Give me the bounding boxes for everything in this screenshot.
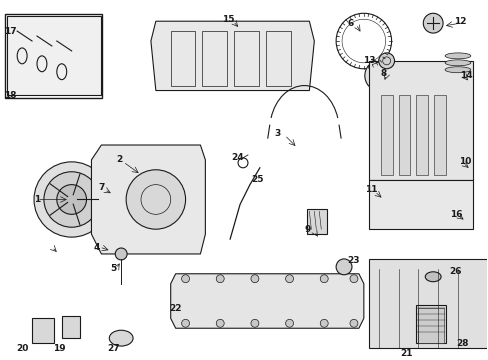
- Bar: [5, 14, 102, 98]
- Text: 20: 20: [16, 343, 28, 352]
- Circle shape: [115, 248, 127, 260]
- Bar: [368, 180, 472, 229]
- Ellipse shape: [425, 272, 440, 282]
- Circle shape: [285, 275, 293, 283]
- Text: 8: 8: [380, 69, 386, 78]
- Circle shape: [126, 170, 185, 229]
- Circle shape: [250, 275, 258, 283]
- Circle shape: [320, 319, 327, 327]
- Circle shape: [181, 319, 189, 327]
- Circle shape: [216, 319, 224, 327]
- Polygon shape: [151, 21, 314, 90]
- Text: 9: 9: [304, 225, 310, 234]
- Text: 1: 1: [34, 195, 40, 204]
- Bar: [170, 31, 195, 86]
- Text: 18: 18: [4, 91, 17, 100]
- Text: 26: 26: [449, 267, 461, 276]
- Ellipse shape: [369, 67, 383, 85]
- Ellipse shape: [444, 53, 470, 59]
- Circle shape: [335, 259, 351, 275]
- Text: 7: 7: [98, 183, 104, 192]
- Circle shape: [34, 162, 109, 237]
- Text: 23: 23: [347, 256, 360, 265]
- Ellipse shape: [364, 62, 388, 90]
- Ellipse shape: [444, 60, 470, 66]
- Text: 2: 2: [116, 156, 122, 165]
- Text: 27: 27: [107, 343, 120, 352]
- Circle shape: [320, 275, 327, 283]
- Bar: [433, 95, 445, 175]
- Text: 12: 12: [453, 17, 465, 26]
- Text: 10: 10: [458, 157, 470, 166]
- Text: 28: 28: [456, 339, 468, 348]
- Bar: [7, 16, 101, 95]
- Circle shape: [44, 172, 99, 227]
- Text: 21: 21: [399, 348, 412, 357]
- Circle shape: [216, 275, 224, 283]
- Text: 13: 13: [362, 56, 374, 65]
- Polygon shape: [91, 145, 205, 254]
- Bar: [202, 31, 227, 86]
- Text: 5: 5: [110, 264, 116, 273]
- Text: 15: 15: [222, 15, 234, 24]
- Bar: [368, 61, 472, 180]
- Bar: [32, 318, 54, 343]
- Text: 4: 4: [93, 243, 100, 252]
- Text: 3: 3: [274, 129, 280, 138]
- Bar: [415, 95, 427, 175]
- Bar: [368, 259, 487, 348]
- Bar: [307, 210, 326, 234]
- Text: 24: 24: [231, 153, 244, 162]
- Circle shape: [423, 13, 442, 33]
- Text: 16: 16: [449, 210, 461, 219]
- Text: 11: 11: [364, 185, 376, 194]
- Circle shape: [349, 319, 357, 327]
- Text: 17: 17: [4, 27, 17, 36]
- Ellipse shape: [444, 67, 470, 73]
- Bar: [417, 309, 443, 343]
- Circle shape: [250, 319, 258, 327]
- Text: 22: 22: [169, 304, 182, 313]
- Text: 19: 19: [53, 343, 66, 352]
- Circle shape: [285, 319, 293, 327]
- Bar: [265, 31, 290, 86]
- Bar: [415, 306, 445, 343]
- Text: 6: 6: [347, 19, 353, 28]
- Bar: [398, 95, 409, 175]
- Circle shape: [349, 275, 357, 283]
- Bar: [234, 31, 258, 86]
- Circle shape: [181, 275, 189, 283]
- Text: 25: 25: [251, 175, 264, 184]
- Circle shape: [57, 185, 86, 214]
- Bar: [380, 95, 392, 175]
- Text: 14: 14: [459, 71, 471, 80]
- Ellipse shape: [109, 330, 133, 346]
- Bar: [61, 316, 80, 338]
- Polygon shape: [170, 274, 363, 328]
- Circle shape: [378, 53, 394, 69]
